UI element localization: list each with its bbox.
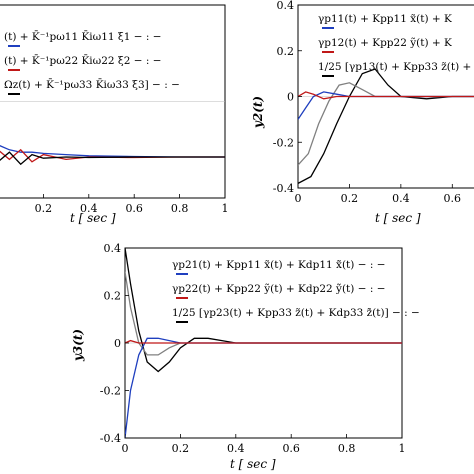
x-tick-label: 0.6 [444, 192, 462, 205]
series-line-2 [0, 151, 225, 166]
series-line-0 [298, 68, 474, 184]
panel-top-left: 0.2 0.4 0.6 0.8 1 t [ sec ] (t) + K̄⁻¹pω11 K… [0, 4, 229, 225]
y-tick-label: 0.2 [104, 290, 122, 303]
legend-entry-text: γp21(t) + Kpp11 x̃(t) + Kdp11 x̃̇(t) − :… [172, 258, 386, 271]
legend-top-right: γp11(t) + Kpp11 x̃(t) + K γp12(t) + Kpp22… [318, 13, 474, 77]
y-axis-label-bottom: y3(t) [71, 329, 85, 362]
y-axis-label-top-right: y2(t) [251, 96, 265, 129]
x-tick-label: 0.4 [392, 192, 410, 205]
x-tick-label: 0.2 [172, 442, 190, 455]
y-tick-label: 0.4 [277, 0, 295, 12]
legend-top-left: (t) + K̄⁻¹pω11 K̄iω11 ξ1 − : − (t) + K̄⁻¹… [4, 30, 180, 95]
x-tick-label: 0.2 [35, 202, 53, 215]
x-tick-label: 1 [222, 202, 229, 215]
x-tick-label: 1 [399, 442, 406, 455]
legend-entry-text: 1/25 [γp23(t) + Kpp33 z̃(t) + Kdp33 z̃̇(… [172, 306, 420, 319]
y-tick-label: -0.4 [100, 432, 121, 445]
x-tick-label: 0.8 [171, 202, 189, 215]
y-tick-label: 0.2 [277, 45, 295, 58]
x-axis-label-top-right: t [ sec ] [375, 211, 421, 225]
legend-entry-text: (t) + K̄⁻¹pω22 K̄iω22 ξ2 − : − [4, 54, 162, 67]
panel-top-right: 0 0.2 0.4 0.6 0.4 0.2 0 -0.2 -0.4 y2(t) t [ sec … [251, 0, 474, 225]
x-axis-label-bottom: t [ sec ] [230, 457, 276, 471]
x-tick-label: 0.6 [125, 202, 143, 215]
y-tick-label: -0.2 [100, 385, 121, 398]
y-tick-label: -0.4 [273, 182, 294, 195]
x-tick-label: 0.6 [282, 442, 300, 455]
series-line-3 [125, 339, 402, 344]
legend-entry-text: 1/25 [γp13(t) + Kpp33 z̃(t) + K [318, 61, 474, 73]
y-tick-label: 0 [114, 337, 121, 350]
y-tick-label: -0.2 [273, 136, 294, 149]
legend-entry-text: γp11(t) + Kpp11 x̃(t) + K [318, 13, 452, 25]
x-tick-label: 0.8 [338, 442, 356, 455]
series-line-3 [298, 91, 474, 100]
x-tick-label: 0 [122, 442, 129, 455]
panel-bottom: 0 0.2 0.4 0.6 0.8 1 0.4 0.2 0 -0.2 -0.4 y3(t) t [ … [71, 242, 420, 471]
legend-entry-text: γp22(t) + Kpp22 ỹ(t) + Kdp22 ỹ̇(t) − : − [172, 282, 386, 295]
legend-entry-text: Ωz(t) + K̄⁻¹pω33 K̄iω33 ξ3] − : − [4, 78, 180, 91]
legend-bottom: γp21(t) + Kpp11 x̃(t) + Kdp11 x̃̇(t) − :… [172, 258, 420, 323]
y-tick-label: 0 [287, 91, 294, 104]
y-tick-label: 0.4 [104, 242, 122, 255]
legend-entry-text: γp12(t) + Kpp22 ỹ(t) + K [318, 37, 452, 49]
series-line-2 [125, 337, 402, 438]
legend-entry-text: (t) + K̄⁻¹pω11 K̄iω11 ξ1 − : − [4, 30, 162, 43]
x-axis-label-top-left: t [ sec ] [70, 211, 116, 225]
x-tick-label: 0.4 [227, 442, 245, 455]
x-tick-label: 0.4 [80, 202, 98, 215]
x-tick-label: 0.2 [341, 192, 359, 205]
x-tick-label: 0 [295, 192, 302, 205]
